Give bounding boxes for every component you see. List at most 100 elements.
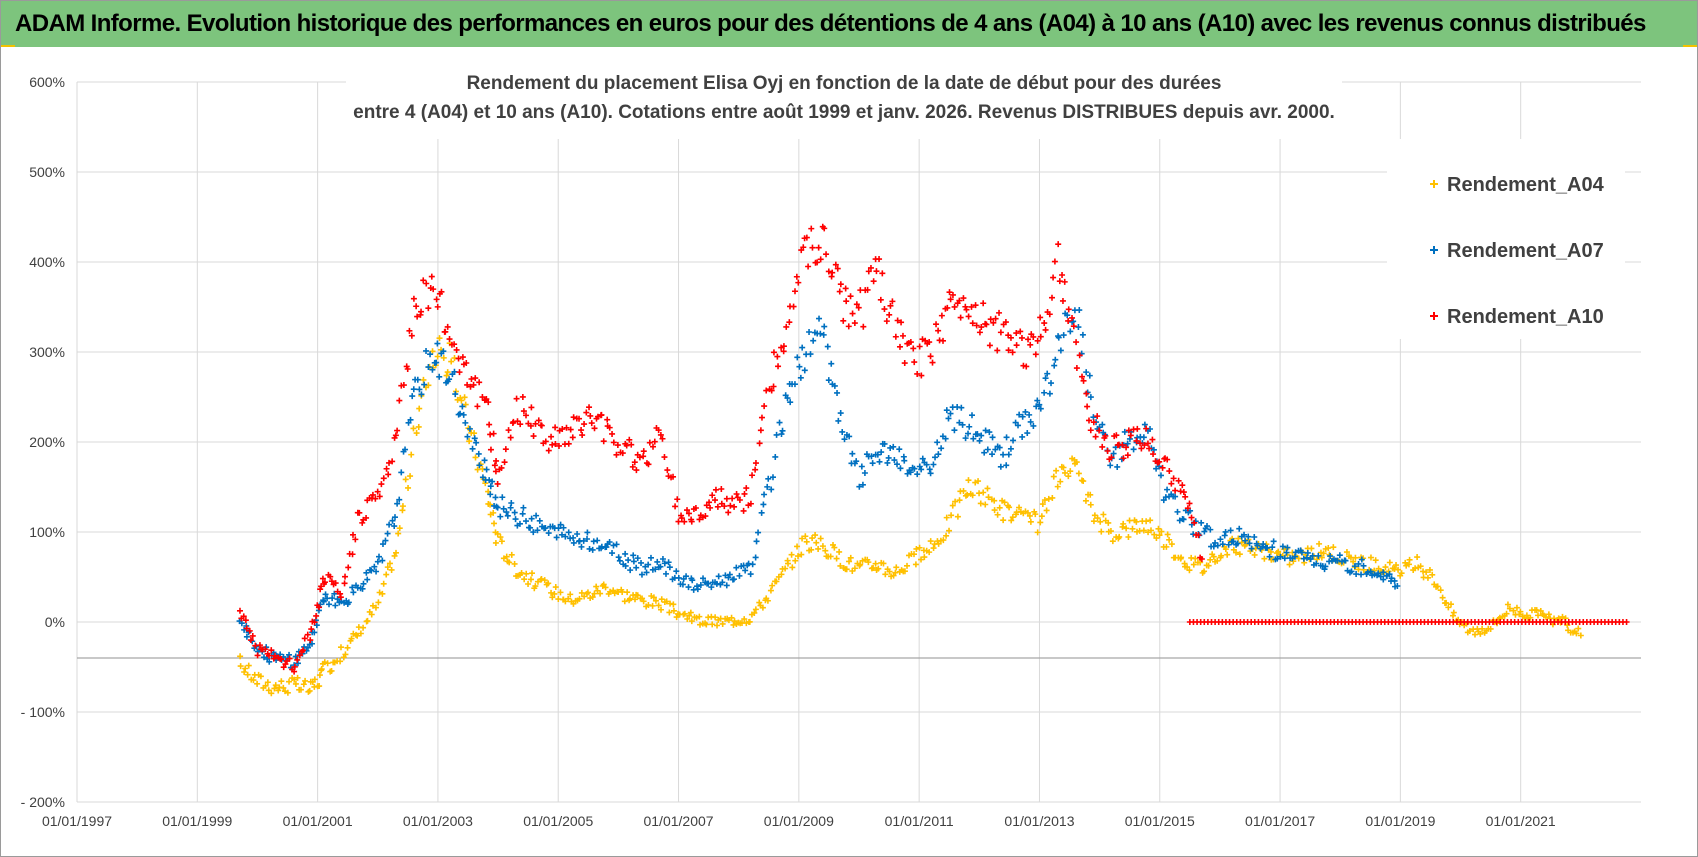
data-point <box>869 460 876 467</box>
x-tick-label: 01/01/1999 <box>162 813 232 829</box>
data-point <box>829 269 836 276</box>
data-point <box>1192 555 1199 562</box>
data-point <box>1048 380 1055 387</box>
data-point <box>755 529 762 536</box>
data-point <box>725 574 732 581</box>
data-point <box>655 602 662 609</box>
data-point <box>1153 465 1160 472</box>
data-point <box>249 632 256 639</box>
data-point <box>817 256 824 263</box>
data-point <box>1450 609 1457 616</box>
data-point <box>1575 625 1582 632</box>
data-point <box>1005 347 1012 354</box>
data-point <box>702 513 709 520</box>
data-point <box>688 518 695 525</box>
data-point <box>590 538 597 545</box>
data-point <box>1242 537 1249 544</box>
data-point <box>1559 613 1566 620</box>
corner-accent-top-right <box>1683 45 1697 48</box>
data-point <box>379 590 386 597</box>
data-point <box>345 599 352 606</box>
data-point <box>747 571 754 578</box>
data-point <box>379 557 386 564</box>
data-point <box>657 563 664 570</box>
data-point <box>977 500 984 507</box>
data-point <box>349 584 356 591</box>
data-point <box>322 591 329 598</box>
data-point <box>795 279 802 286</box>
data-point <box>503 553 510 560</box>
data-point <box>1210 553 1217 560</box>
data-point <box>396 397 403 404</box>
data-point <box>492 539 499 546</box>
data-point <box>598 411 605 418</box>
data-point <box>523 518 530 525</box>
data-point <box>567 426 574 433</box>
data-point <box>560 524 567 531</box>
data-point <box>383 465 390 472</box>
data-point <box>372 495 379 502</box>
data-point <box>1325 545 1332 552</box>
data-point <box>242 665 249 672</box>
data-point <box>714 622 721 629</box>
data-point <box>610 439 617 446</box>
data-point <box>332 580 339 587</box>
data-point <box>916 544 923 551</box>
data-point <box>487 431 494 438</box>
data-point <box>1124 452 1131 459</box>
data-point <box>752 460 759 467</box>
data-point <box>1007 334 1014 341</box>
data-point <box>1022 408 1029 415</box>
data-point <box>1261 555 1268 562</box>
data-point <box>344 644 351 651</box>
data-point <box>1214 557 1221 564</box>
data-point <box>353 631 360 638</box>
data-point <box>587 412 594 419</box>
data-point <box>576 595 583 602</box>
data-point <box>1061 278 1068 285</box>
data-point <box>786 319 793 326</box>
data-point <box>1039 501 1046 508</box>
data-point <box>1295 555 1302 562</box>
data-point <box>1076 307 1083 314</box>
data-point <box>1099 421 1106 428</box>
data-point <box>901 568 908 575</box>
data-point <box>837 410 844 417</box>
data-point <box>976 329 983 336</box>
data-point <box>832 261 839 268</box>
data-point <box>268 690 275 697</box>
data-point <box>1320 550 1327 557</box>
data-point <box>446 376 453 383</box>
data-point <box>453 346 460 353</box>
data-point <box>1041 497 1048 504</box>
data-point <box>603 544 610 551</box>
data-point <box>819 543 826 550</box>
data-point <box>527 422 534 429</box>
data-point <box>774 353 781 360</box>
data-point <box>1032 511 1039 518</box>
data-point <box>891 457 898 464</box>
data-point <box>1168 480 1175 487</box>
data-point <box>408 451 415 458</box>
data-point <box>334 596 341 603</box>
data-point <box>1224 551 1231 558</box>
data-point <box>911 359 918 366</box>
data-point <box>927 353 934 360</box>
data-point <box>910 345 917 352</box>
data-point <box>727 502 734 509</box>
data-point <box>791 381 798 388</box>
data-point <box>1573 630 1580 637</box>
data-point <box>309 640 316 647</box>
data-point <box>1426 566 1433 573</box>
data-point <box>663 598 670 605</box>
data-point <box>434 303 441 310</box>
data-point <box>469 445 476 452</box>
data-point <box>292 680 299 687</box>
data-point <box>686 612 693 619</box>
data-point <box>489 478 496 485</box>
data-point <box>356 509 363 516</box>
data-point <box>1097 518 1104 525</box>
data-point <box>761 403 768 410</box>
data-point <box>678 515 685 522</box>
data-point <box>752 466 759 473</box>
